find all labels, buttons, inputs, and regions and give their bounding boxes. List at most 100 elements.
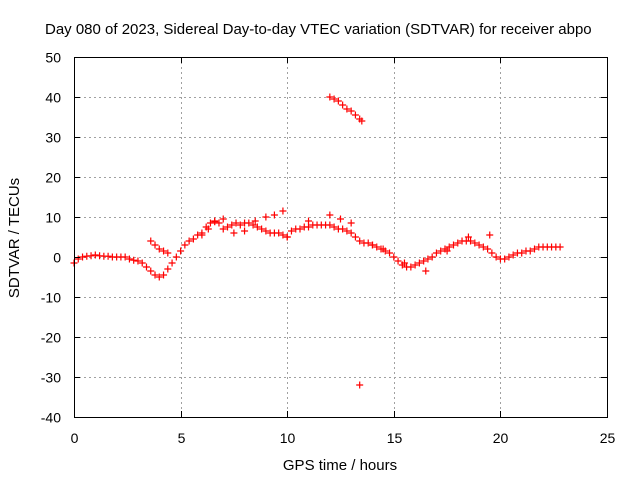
data-point — [296, 225, 304, 233]
data-point — [531, 245, 539, 253]
x-axis-title: GPS time / hours — [283, 457, 397, 474]
data-point — [339, 101, 347, 109]
data-point — [151, 241, 159, 249]
y-tick-label: 30 — [45, 130, 61, 146]
data-point — [125, 255, 133, 263]
data-point — [74, 255, 82, 263]
data-point — [305, 223, 313, 231]
data-point — [351, 111, 359, 119]
data-point — [484, 245, 492, 253]
y-tick-labels: -40 -30 -20 -10 0 10 20 30 40 50 — [41, 50, 61, 426]
data-point — [138, 259, 146, 267]
data-point — [356, 237, 364, 245]
data-point — [147, 267, 155, 275]
y-tick-label: 0 — [53, 250, 61, 266]
data-point — [379, 245, 387, 253]
data-point — [518, 249, 526, 257]
data-point — [236, 221, 244, 229]
data-point — [479, 243, 487, 251]
y-tick-label: -40 — [41, 410, 61, 426]
data-point — [505, 253, 513, 261]
y-tick-label: -10 — [41, 290, 61, 306]
data-point — [407, 263, 415, 271]
plot-frame — [74, 57, 608, 418]
x-tick-label: 10 — [280, 430, 296, 446]
chart-title: Day 080 of 2023, Sidereal Day-to-day VTE… — [45, 21, 592, 38]
data-point — [334, 97, 342, 105]
data-point — [475, 241, 483, 249]
data-point — [326, 93, 334, 101]
data-point — [337, 215, 344, 223]
data-point — [358, 117, 366, 125]
data-point — [160, 271, 168, 279]
data-point — [420, 257, 428, 265]
data-point — [347, 107, 355, 115]
data-point — [262, 213, 270, 221]
data-point — [351, 233, 359, 241]
data-point — [488, 249, 496, 257]
data-point — [424, 255, 432, 263]
data-point — [87, 252, 95, 260]
data-point — [177, 247, 185, 255]
x-tick-label: 0 — [71, 430, 79, 446]
data-point — [386, 249, 394, 257]
data-point — [224, 223, 232, 231]
data-point — [262, 227, 270, 235]
x-tick-labels: 0 5 10 15 20 25 — [71, 430, 616, 446]
data-point — [454, 239, 462, 247]
data-point — [326, 221, 334, 229]
data-point — [330, 95, 338, 103]
y-tick-label: 10 — [45, 210, 61, 226]
data-point — [185, 237, 193, 245]
y-tick-label: -30 — [41, 370, 61, 386]
data-point — [181, 241, 189, 249]
data-point — [422, 267, 430, 275]
data-point — [270, 211, 278, 219]
data-point — [415, 259, 423, 267]
data-point — [509, 251, 517, 259]
data-point — [356, 381, 364, 389]
data-point — [339, 225, 347, 233]
y-tick-label: -20 — [41, 330, 61, 346]
data-point — [91, 251, 99, 259]
data-point — [411, 261, 419, 269]
data-point — [275, 229, 283, 237]
data-point — [330, 223, 338, 231]
data-point — [492, 253, 500, 261]
data-point — [211, 217, 219, 225]
data-point — [368, 241, 376, 249]
data-point — [390, 253, 398, 261]
data-point — [204, 225, 212, 233]
x-tick-label: 25 — [600, 430, 616, 446]
data-point — [219, 225, 227, 233]
data-point — [343, 227, 351, 235]
data-point — [501, 255, 509, 263]
data-point — [305, 217, 313, 225]
data-point — [486, 231, 494, 239]
data-point — [164, 265, 172, 273]
y-tick-label: 20 — [45, 170, 61, 186]
data-point — [373, 243, 381, 251]
data-point — [258, 225, 266, 233]
data-point — [400, 259, 408, 267]
data-point — [347, 229, 355, 237]
x-tick-label: 20 — [493, 430, 509, 446]
data-point — [241, 227, 249, 235]
data-point — [151, 271, 159, 279]
data-point — [287, 227, 295, 235]
data-point — [394, 257, 402, 265]
data-point — [471, 239, 479, 247]
data-point — [253, 223, 261, 231]
data-point — [526, 247, 534, 255]
data-point — [283, 233, 291, 241]
data-point — [172, 253, 180, 261]
data-point — [232, 219, 240, 227]
x-tick-label: 5 — [178, 430, 186, 446]
data-point — [249, 221, 257, 229]
data-point — [449, 241, 457, 249]
data-point — [155, 273, 163, 281]
data-point — [467, 237, 475, 245]
data-point — [215, 219, 223, 227]
data-point — [155, 245, 163, 253]
